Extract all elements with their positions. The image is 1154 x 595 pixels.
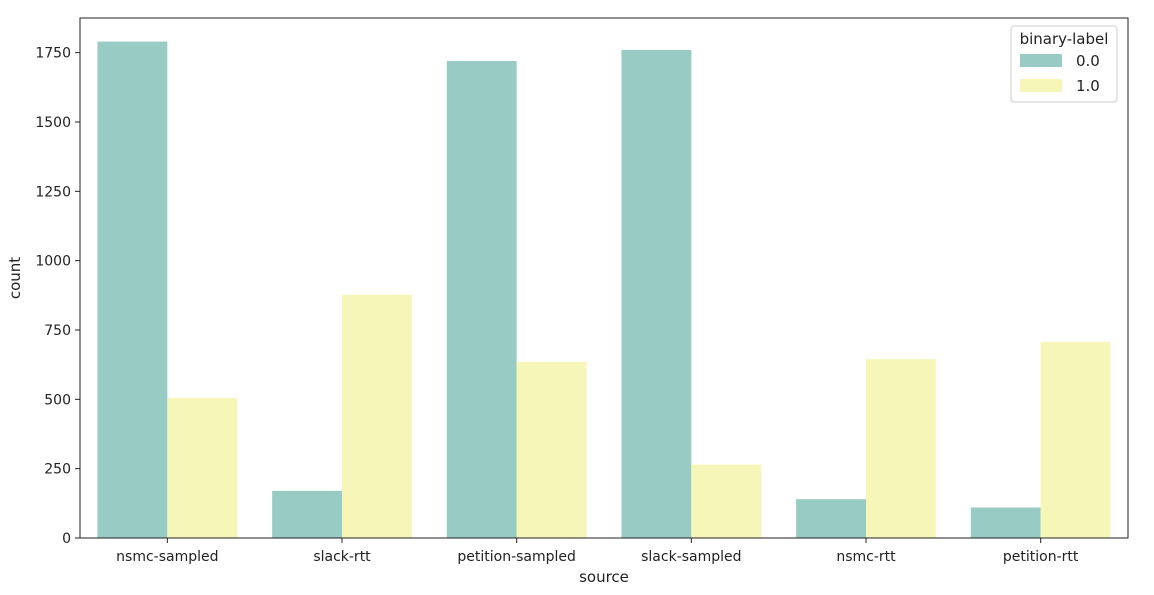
bar-petition-rtt-0.0: [970, 507, 1041, 538]
y-axis: 0 250 500 750 1000 1250 1500 1750: [35, 46, 80, 547]
y-tick-label: 500: [44, 392, 71, 408]
bar-nsmc-sampled-1.0: [167, 397, 238, 538]
bar-petition-rtt-1.0: [1040, 341, 1111, 538]
y-tick-label: 250: [44, 462, 71, 478]
x-tick-label: nsmc-sampled: [116, 549, 218, 565]
legend-swatch-0: [1020, 54, 1062, 67]
y-tick-label: 1500: [35, 115, 71, 131]
x-axis-label: source: [579, 568, 629, 586]
y-tick-label: 750: [44, 323, 71, 339]
legend-title: binary-label: [1020, 30, 1109, 48]
plot-frame: [79, 17, 1129, 539]
x-tick-label: petition-rtt: [1003, 549, 1079, 565]
bar-slack-rtt-1.0: [342, 294, 412, 538]
x-tick-label: slack-sampled: [641, 549, 741, 565]
bar-nsmc-sampled-0.0: [97, 41, 168, 538]
bar-slack-rtt-0.0: [272, 490, 342, 538]
x-tick-label: slack-rtt: [313, 549, 371, 565]
legend-label-1: 1.0: [1076, 77, 1100, 95]
bar-nsmc-rtt-0.0: [796, 499, 866, 538]
bar-nsmc-rtt-1.0: [866, 359, 936, 538]
x-tick-label: petition-sampled: [457, 549, 576, 565]
bars-layer: [97, 41, 1111, 539]
y-tick-label: 1250: [35, 184, 71, 200]
x-tick-label: nsmc-rtt: [836, 549, 896, 565]
y-tick-label: 0: [62, 531, 71, 547]
x-axis: nsmc-sampled slack-rtt petition-sampled sla…: [116, 538, 1079, 565]
bar-slack-sampled-0.0: [621, 49, 692, 538]
bar-petition-sampled-0.0: [446, 60, 517, 539]
legend: binary-label 0.0 1.0: [1010, 25, 1118, 103]
legend-swatch-1: [1020, 79, 1062, 92]
legend-label-0: 0.0: [1076, 52, 1100, 70]
bar-slack-sampled-1.0: [691, 464, 762, 538]
y-tick-label: 1750: [35, 46, 71, 62]
bar-petition-sampled-1.0: [516, 361, 587, 538]
y-tick-label: 1000: [35, 254, 71, 270]
y-axis-label: count: [6, 257, 24, 299]
